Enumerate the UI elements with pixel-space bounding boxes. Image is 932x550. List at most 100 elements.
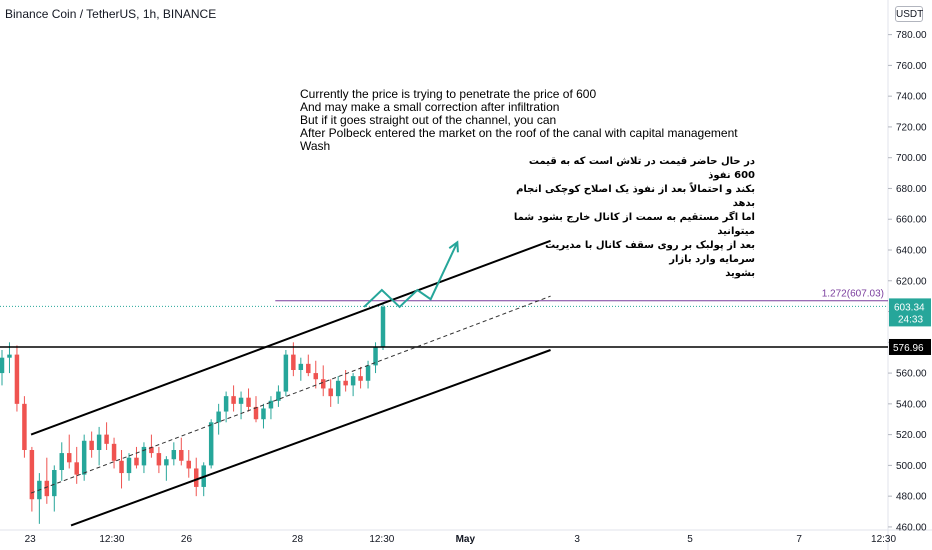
candle (238, 391, 244, 420)
candle-body (149, 446, 154, 454)
candle (276, 385, 281, 407)
candle (134, 446, 139, 469)
candle-body (358, 376, 363, 381)
candle-body (74, 462, 79, 475)
candle-body (119, 460, 124, 474)
candle (119, 450, 124, 489)
candle (223, 391, 229, 423)
candle (0, 350, 5, 386)
candle-body (380, 306, 386, 347)
candle-body (179, 450, 184, 461)
x-tick-label: 28 (292, 534, 304, 545)
y-tick-label: 460.00 (896, 522, 927, 533)
candle-body (208, 422, 214, 466)
candle-body (52, 470, 57, 497)
y-tick-label: 540.00 (896, 399, 927, 410)
currency-button[interactable]: USDT (895, 6, 923, 22)
candle-body (193, 468, 199, 487)
candle-body (373, 346, 378, 366)
x-tick-label: 12:30 (369, 534, 394, 545)
y-tick-label: 720.00 (896, 122, 927, 133)
candle (201, 462, 206, 497)
candle (246, 388, 251, 412)
candle-body (104, 434, 109, 444)
candle (164, 456, 169, 481)
annotation-line: Currently the price is trying to penetra… (300, 87, 597, 101)
channel-lower-line (70, 349, 551, 527)
candle (380, 303, 386, 350)
x-tick-label: 26 (181, 534, 193, 545)
candle-body (313, 373, 319, 380)
y-tick-label: 660.00 (896, 215, 927, 226)
y-tick-label: 520.00 (896, 430, 927, 441)
channel-middle-line (30, 295, 551, 494)
candle-body (216, 411, 221, 423)
annotation-line: بعد از پولبک بر روی سقف کانال با مدیریت … (545, 240, 755, 265)
candle-body (283, 354, 289, 392)
candle-body (306, 363, 311, 374)
candle-body (365, 365, 371, 381)
candle (328, 379, 333, 407)
candle (104, 422, 109, 450)
candle-body (66, 453, 72, 463)
candle (44, 457, 50, 504)
annotation-line: بشوید (725, 268, 755, 279)
annotation-line: After Polbeck entered the market on the … (300, 126, 738, 140)
channel-upper-line (30, 239, 551, 436)
current-price-label: 603.34 (894, 302, 925, 313)
candle (298, 357, 304, 381)
annotation-line: اما اگر مستقیم به سمت از کانال خارج بشود… (513, 212, 755, 237)
candle (22, 396, 27, 458)
fib-level-label: 1.272(607.03) (822, 289, 884, 300)
candle-body (59, 453, 65, 470)
candle-body (268, 400, 274, 409)
candle-body (246, 397, 251, 407)
candle-body (298, 363, 304, 370)
candle (59, 442, 65, 481)
candle-body (7, 354, 12, 358)
annotation-line: بکند و احتمالاً بعد از نفوذ یک اصلاح کوچ… (516, 184, 755, 209)
candle (193, 457, 199, 497)
candle (253, 396, 259, 423)
candle (126, 453, 132, 481)
candle (186, 450, 192, 478)
candle-body (134, 457, 139, 466)
y-tick-label: 480.00 (896, 492, 927, 503)
y-tick-label: 640.00 (896, 246, 927, 257)
candle (320, 365, 326, 397)
candle (358, 366, 363, 389)
candle (74, 446, 79, 484)
candle-body (328, 388, 333, 397)
candle (141, 442, 147, 474)
candle-body (343, 380, 348, 386)
candle-body (231, 396, 236, 404)
candle-body (156, 453, 162, 466)
candle-body (276, 391, 281, 401)
candle (306, 354, 311, 377)
candle-body (22, 403, 27, 450)
y-tick-label: 780.00 (896, 30, 927, 41)
annotation-line: در حال حاضر قیمت در تلاش است که به قیمت … (528, 156, 755, 181)
x-tick-label: 5 (687, 534, 693, 545)
candle-body (141, 446, 147, 466)
y-tick-label: 680.00 (896, 184, 927, 195)
candle (52, 465, 57, 512)
y-tick-label: 700.00 (896, 153, 927, 164)
candle-body (29, 450, 35, 500)
candle-body (253, 406, 259, 420)
candle (261, 403, 266, 429)
candle-body (44, 480, 50, 497)
candle-body (14, 354, 20, 404)
candle (335, 376, 341, 404)
candle-body (96, 434, 102, 450)
candle (179, 437, 184, 466)
candle-body (335, 380, 341, 397)
y-tick-label: 500.00 (896, 461, 927, 472)
projection-arrowhead (448, 240, 459, 253)
x-tick-label: 3 (574, 534, 580, 545)
candle (216, 403, 221, 435)
candle-body (0, 357, 5, 374)
candle (231, 385, 236, 412)
